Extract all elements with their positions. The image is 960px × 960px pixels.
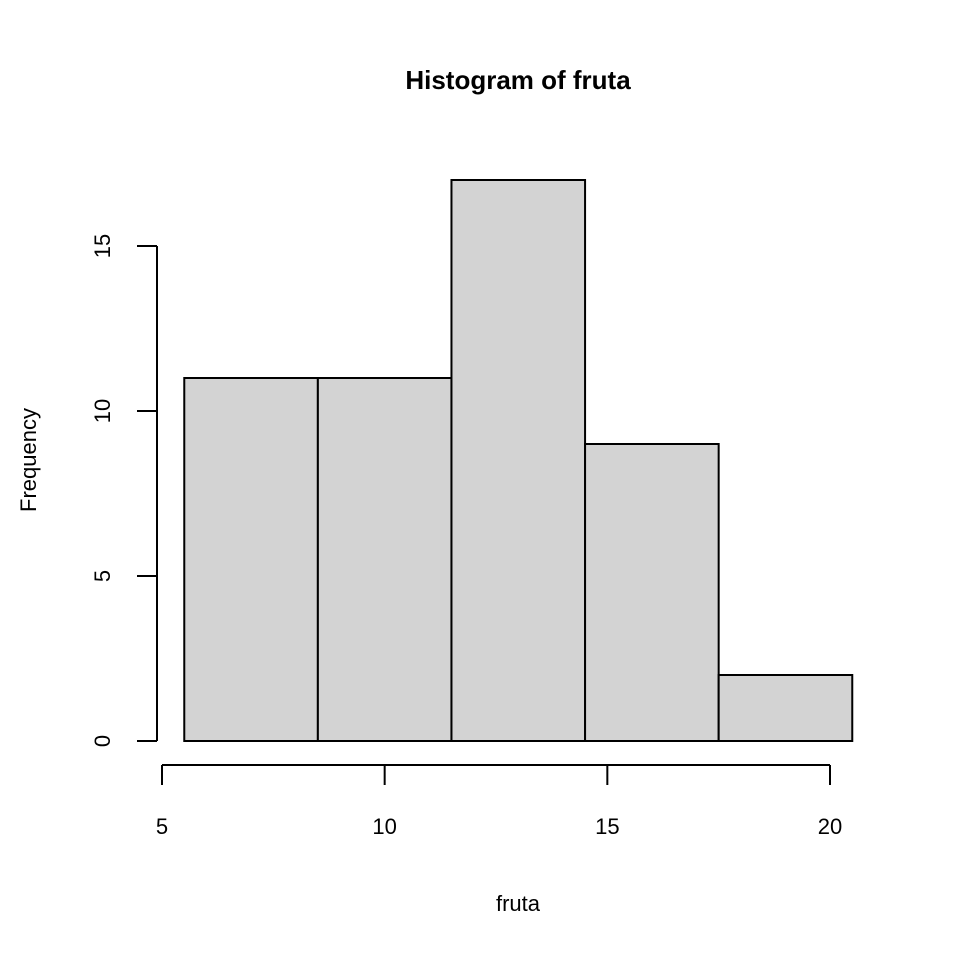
x-axis: 5 10 15 20: [156, 764, 842, 839]
y-tick-label-0: 0: [90, 735, 115, 747]
x-tick-label-5: 5: [156, 814, 168, 839]
histogram-bar-2: [316, 377, 453, 742]
y-axis-label: Frequency: [16, 408, 41, 512]
histogram-bar-1: [183, 377, 319, 742]
x-axis-label: fruta: [496, 891, 541, 916]
histogram-bar-4: [584, 443, 720, 742]
y-tick-label-15: 15: [90, 234, 115, 258]
x-tick-label-20: 20: [818, 814, 842, 839]
y-axis: 0 5 10 15: [90, 234, 158, 747]
histogram-bar-3: [450, 179, 587, 742]
chart-title: Histogram of fruta: [405, 65, 631, 95]
histogram-bars: [183, 179, 854, 742]
y-tick-label-5: 5: [90, 570, 115, 582]
histogram-bar-5: [717, 674, 854, 742]
y-tick-label-10: 10: [90, 399, 115, 423]
x-tick-label-10: 10: [372, 814, 396, 839]
x-tick-label-15: 15: [595, 814, 619, 839]
